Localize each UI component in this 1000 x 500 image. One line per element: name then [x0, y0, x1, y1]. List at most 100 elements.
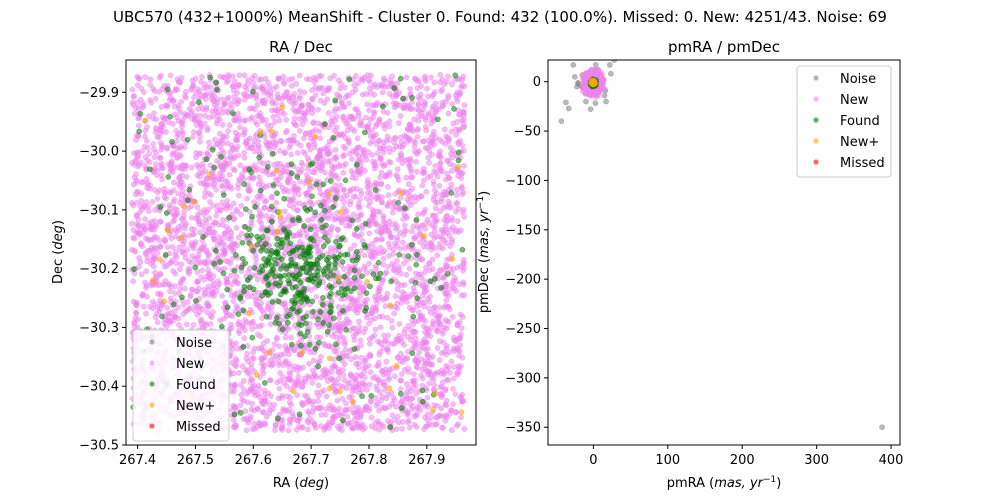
radec-point-found	[274, 190, 280, 196]
radec-point-new-plus	[326, 191, 333, 198]
radec-point-new	[226, 122, 233, 128]
radec-point-new	[268, 310, 275, 317]
radec-point-new	[373, 383, 380, 390]
radec-point-new	[186, 258, 192, 264]
radec-point-found	[157, 204, 164, 210]
radec-point-new	[197, 229, 203, 236]
radec-point-new	[373, 102, 380, 108]
radec-point-new	[194, 278, 200, 285]
radec-point-found	[312, 209, 318, 216]
radec-point-new	[403, 271, 410, 278]
radec-point-new	[309, 87, 315, 93]
radec-point-new	[344, 421, 351, 427]
radec-point-new	[364, 296, 370, 303]
radec-point-new	[336, 163, 342, 170]
radec-point-found	[252, 204, 258, 210]
radec-point-new	[308, 95, 315, 102]
radec-point-new	[453, 95, 460, 101]
radec-point-new	[460, 73, 467, 80]
radec-point-new	[192, 239, 199, 245]
radec-point-new	[393, 91, 400, 98]
radec-point-new	[398, 371, 405, 377]
radec-point-new	[391, 135, 398, 142]
radec-point-new	[398, 299, 405, 306]
radec-point-new	[368, 72, 374, 79]
radec-point-new	[450, 385, 456, 392]
radec-point-new	[309, 380, 316, 386]
radec-point-new	[403, 389, 410, 396]
radec-point-new	[261, 362, 267, 368]
radec-point-new	[328, 212, 335, 219]
radec-point-new	[294, 207, 301, 214]
radec-point-new	[436, 357, 443, 363]
radec-point-new	[157, 218, 164, 225]
radec-point-new	[261, 205, 268, 211]
radec-point-new	[375, 377, 381, 384]
radec-point-found	[200, 234, 206, 240]
radec-point-new	[332, 172, 339, 179]
radec-point-new-plus	[274, 167, 280, 174]
radec-point-new	[372, 305, 379, 311]
radec-point-new	[163, 323, 170, 330]
radec-point-found	[302, 294, 309, 300]
radec-point-found	[277, 279, 284, 286]
radec-point-found	[375, 259, 382, 266]
radec-point-new	[437, 168, 443, 174]
radec-point-new	[131, 320, 138, 327]
radec-point-new	[352, 147, 359, 154]
radec-point-new	[352, 175, 359, 182]
radec-point-new	[233, 357, 240, 364]
radec-point-new	[344, 413, 351, 420]
radec-point-new	[345, 138, 352, 145]
radec-point-new	[405, 103, 412, 110]
radec-point-new	[167, 72, 174, 79]
radec-point-new	[363, 91, 370, 97]
radec-point-new	[376, 250, 382, 257]
radec-point-new	[240, 386, 247, 393]
radec-point-new	[217, 317, 223, 324]
radec-point-new	[405, 134, 411, 141]
radec-point-new	[237, 124, 243, 131]
radec-point-new	[238, 230, 245, 237]
radec-point-new	[367, 369, 374, 376]
pm-point-noise	[563, 99, 569, 106]
radec-point-new	[356, 324, 363, 330]
radec-point-new	[431, 193, 438, 200]
radec-point-new	[312, 127, 319, 133]
radec-point-new	[131, 174, 138, 181]
radec-point-new	[412, 329, 419, 335]
radec-point-new	[347, 246, 354, 252]
radec-point-new	[355, 360, 362, 367]
radec-point-found	[296, 411, 303, 418]
radec-point-new	[456, 352, 462, 359]
radec-point-found	[405, 253, 412, 259]
radec-point-found	[419, 398, 426, 405]
radec-point-new	[420, 177, 427, 184]
radec-point-found	[327, 178, 334, 184]
radec-point-new	[191, 129, 197, 135]
radec-point-new	[347, 372, 354, 379]
radec-point-new	[327, 75, 333, 82]
radec-point-new	[202, 92, 208, 98]
radec-point-new	[276, 343, 282, 350]
radec-point-new	[409, 395, 416, 402]
radec-point-new	[246, 208, 253, 215]
radec-point-new	[154, 133, 161, 140]
radec-point-new	[311, 141, 318, 147]
radec-point-new	[396, 321, 403, 327]
radec-point-new	[149, 199, 155, 205]
radec-point-found	[238, 264, 245, 271]
radec-point-new	[192, 117, 198, 124]
radec-point-new	[373, 131, 379, 138]
radec-point-found	[288, 256, 294, 263]
radec-point-new	[361, 74, 368, 81]
radec-point-new-plus	[458, 409, 465, 415]
radec-point-new	[280, 405, 287, 412]
radec-point-new	[167, 288, 173, 294]
radec-point-new	[419, 366, 426, 373]
radec-point-new	[264, 235, 271, 242]
radec-point-new	[323, 147, 329, 153]
radec-point-new	[307, 349, 314, 355]
radec-point-new	[128, 220, 135, 227]
radec-point-new	[350, 115, 357, 122]
